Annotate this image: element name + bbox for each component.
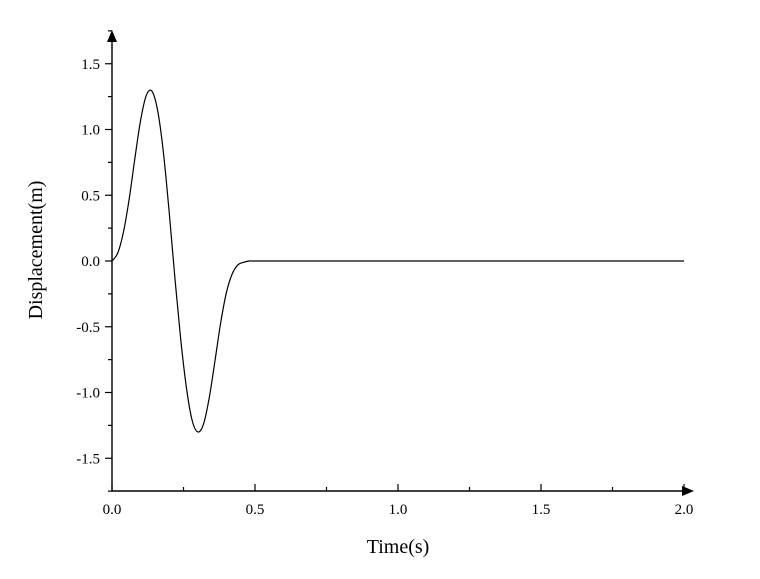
ticks xyxy=(105,30,685,492)
x-axis-arrow xyxy=(682,486,694,496)
series-line xyxy=(111,89,684,433)
x-tick-label: 1.5 xyxy=(532,502,551,518)
x-tick-label: 1.0 xyxy=(389,502,408,518)
y-axis-title: Displacement(m) xyxy=(25,181,47,320)
y-axis-arrow xyxy=(107,30,117,42)
y-tick-label: -0.5 xyxy=(76,320,100,336)
series-layer xyxy=(111,89,684,433)
y-tick-label: 0.0 xyxy=(81,254,100,270)
y-tick-label: 1.0 xyxy=(81,123,100,139)
y-tick-label: 1.5 xyxy=(81,57,100,73)
y-tick-label: -1.0 xyxy=(76,386,100,402)
y-tick-label: 0.5 xyxy=(81,188,100,204)
y-tick-label: -1.5 xyxy=(76,451,100,467)
x-tick-label: 0.5 xyxy=(246,502,265,518)
x-tick-label: 2.0 xyxy=(675,502,694,518)
axes xyxy=(107,30,694,496)
x-tick-label: 0.0 xyxy=(103,502,122,518)
x-axis-title: Time(s) xyxy=(367,536,430,558)
tick-labels: 0.0 0.5 1.0 1.5 2.0 1.5 1.0 0.5 0.0 -0.5 -1.0 -1.5 xyxy=(76,57,693,518)
